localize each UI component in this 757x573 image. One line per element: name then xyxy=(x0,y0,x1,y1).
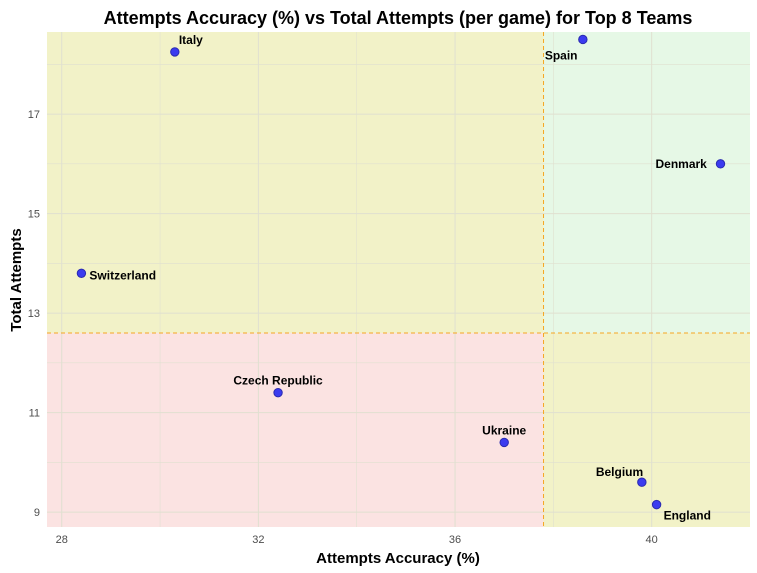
point-belgium xyxy=(637,477,647,487)
point-switzerland xyxy=(76,268,87,278)
quadrant-top-right xyxy=(543,32,750,333)
label-ukraine: Ukraine xyxy=(482,423,526,437)
label-belgium: Belgium xyxy=(596,465,643,479)
x-tick-label: 36 xyxy=(449,534,461,546)
y-axis-title: Total Attempts xyxy=(8,228,25,331)
label-czech-republic: Czech Republic xyxy=(233,374,323,388)
label-spain: Spain xyxy=(545,48,578,62)
point-italy xyxy=(170,47,180,57)
point-labels: Italy Spain Denmark Switzerland Czech Republ… xyxy=(89,33,711,523)
label-italy: Italy xyxy=(179,33,203,47)
x-axis-title: Attempts Accuracy (%) xyxy=(316,550,480,567)
quadrant-backgrounds xyxy=(47,32,750,527)
x-tick-label: 28 xyxy=(56,534,68,546)
x-tick-label: 32 xyxy=(252,534,264,546)
y-tick-label: 9 xyxy=(34,507,40,519)
label-switzerland: Switzerland xyxy=(89,268,156,282)
y-axis-ticks: 9 11 13 15 17 xyxy=(28,109,40,519)
point-denmark xyxy=(715,159,726,169)
grid-lines xyxy=(47,32,750,527)
label-england: England xyxy=(664,509,711,523)
point-spain xyxy=(578,34,588,45)
quadrant-bottom-right xyxy=(543,332,750,527)
y-tick-label: 17 xyxy=(28,109,40,121)
point-czech-republic xyxy=(273,387,283,398)
y-tick-label: 15 xyxy=(28,209,40,221)
chart-title: Attempts Accuracy (%) vs Total Attempts … xyxy=(104,8,693,28)
quadrant-bottom-left xyxy=(47,332,544,527)
reference-lines xyxy=(47,32,750,527)
point-ukraine xyxy=(499,437,509,448)
label-denmark: Denmark xyxy=(656,157,708,171)
y-tick-label: 13 xyxy=(28,308,40,320)
data-points xyxy=(76,34,726,510)
x-axis-ticks: 28 32 36 40 xyxy=(56,534,658,546)
quadrant-top-left xyxy=(47,32,544,333)
x-tick-label: 40 xyxy=(646,534,658,546)
y-tick-label: 11 xyxy=(29,408,40,420)
point-england xyxy=(651,499,662,510)
